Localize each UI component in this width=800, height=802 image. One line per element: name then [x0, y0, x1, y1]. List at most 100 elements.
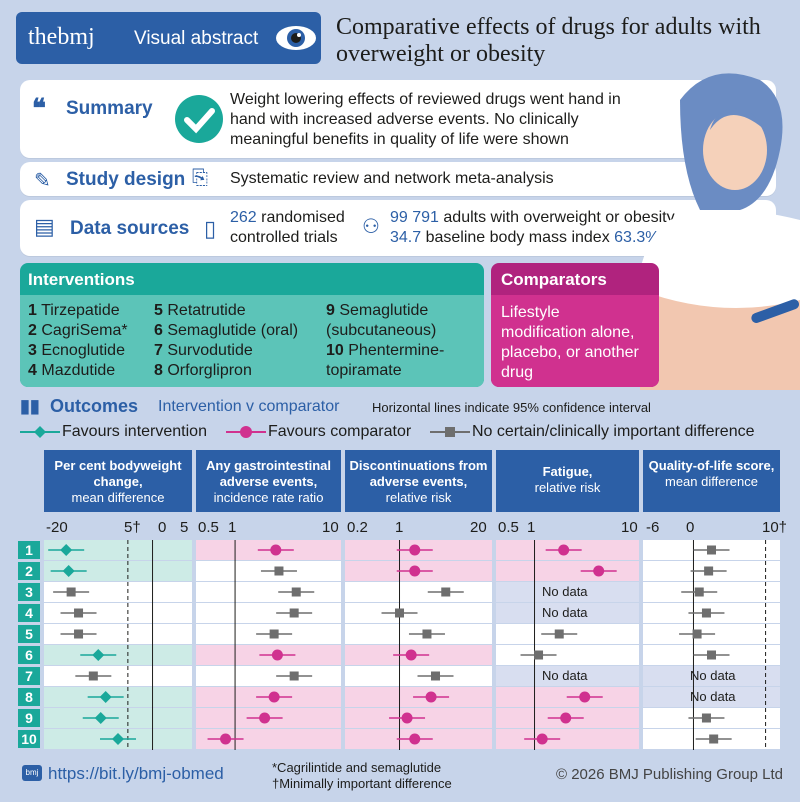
intervention-5: 5 Retatrutide: [154, 302, 246, 319]
cell-bg: [345, 603, 492, 623]
check-icon: [175, 95, 223, 143]
trials-number: 262: [230, 209, 257, 226]
bar-chart-icon: ▮▮: [20, 396, 40, 416]
estimate-marker: [536, 733, 548, 745]
tick-label: 0: [686, 519, 695, 536]
cell-bg: [496, 561, 639, 581]
row-label-6: 6: [18, 646, 40, 664]
estimate-marker: [694, 587, 704, 597]
estimate-marker: [704, 566, 714, 576]
outcomes-label: Outcomes: [50, 396, 139, 416]
col-header-gi: Any gastrointestinal adverse events, inci…: [196, 450, 341, 512]
estimate-marker: [558, 544, 570, 556]
estimate-marker: [422, 629, 432, 639]
estimate-marker: [409, 733, 421, 745]
col-header-weight: Per cent bodyweight change, mean differen…: [44, 450, 192, 512]
eye-icon: [276, 26, 316, 50]
estimate-marker: [425, 691, 437, 703]
tick-label: -20: [46, 519, 68, 536]
cell-bg: [345, 582, 492, 602]
estimate-marker: [431, 671, 441, 681]
estimate-marker: [274, 566, 284, 576]
page-title: Comparative effects of drugs for adults …: [336, 14, 761, 67]
row-label-4: 4: [18, 604, 40, 622]
female-number: 63.3%: [614, 229, 660, 246]
adults-label: adults with overweight or obesity: [443, 209, 675, 226]
design-card: ✎ Study design ⎘ Systematic review and n…: [20, 162, 776, 196]
documents-icon: ▤: [34, 214, 55, 239]
patient-illustration: [640, 73, 800, 390]
estimate-marker: [112, 733, 124, 745]
tick-label: 1: [527, 519, 536, 536]
cell-bg: [44, 540, 192, 560]
tick-label: 0: [158, 519, 167, 536]
tick-label: 0.5: [498, 519, 519, 536]
cell-bg: [496, 582, 639, 602]
tick-label: 0.5: [198, 519, 219, 536]
legend-none: No certain/clinically important differen…: [472, 423, 755, 440]
sources-label: Data sources: [70, 218, 190, 239]
tick-label: 20: [470, 519, 487, 536]
comparators-label: Comparators: [501, 270, 607, 289]
tick-label: 10: [621, 519, 638, 536]
design-text: Systematic review and network meta-analy…: [230, 170, 554, 187]
estimate-marker: [62, 565, 75, 577]
estimate-marker: [60, 544, 73, 556]
col-header-disc: Discontinuations from adverse events, rel…: [345, 450, 492, 512]
legend-none-icon: [430, 427, 470, 437]
no-data-label: No data: [542, 668, 588, 683]
comparators-text: Lifestyle modification alone, placebo, o…: [491, 295, 659, 387]
tick-label: 10†: [762, 519, 788, 536]
cell-bg: [496, 666, 639, 686]
estimate-marker: [88, 671, 98, 681]
estimate-marker: [579, 691, 591, 703]
bmi-number: 34.7: [390, 229, 422, 246]
footer-url[interactable]: https://bit.ly/bmj-obmed: [48, 764, 224, 783]
estimate-marker: [554, 629, 564, 639]
outcomes-subtitle: Intervention v comparator: [158, 398, 340, 415]
comparators-panel: Comparators Lifestyle modification alone…: [491, 263, 659, 387]
tick-label: 1: [228, 519, 237, 536]
cell-bg: [44, 603, 192, 623]
summary-text: Weight lowering effects of reviewed drug…: [230, 91, 621, 148]
intervention-4: 4 Mazdutide: [28, 362, 116, 379]
estimate-marker: [259, 712, 271, 724]
footnote-1: *Cagrilintide and semaglutide: [272, 760, 442, 775]
legend-intervention: Favours intervention: [62, 423, 207, 440]
estimate-marker: [441, 587, 451, 597]
estimate-marker: [593, 565, 605, 577]
tick-label: 10: [322, 519, 339, 536]
tick-label: 0.2: [347, 519, 368, 536]
estimate-marker: [99, 691, 112, 703]
cell-bg: [643, 687, 780, 707]
search-docs-icon: ⎘: [192, 167, 208, 189]
estimate-marker: [409, 565, 421, 577]
estimate-marker: [74, 608, 84, 618]
estimate-marker: [94, 712, 107, 724]
intervention-8: 8 Orforglipron: [154, 362, 252, 379]
cell-bg: [44, 582, 192, 602]
quote-icon: ❝: [32, 94, 46, 123]
tick-label: -6: [646, 519, 660, 536]
estimate-marker: [92, 649, 105, 661]
intervention-7: 7 Survodutide: [154, 342, 253, 359]
estimate-marker: [269, 629, 279, 639]
row-label-3: 3: [18, 583, 40, 601]
cell-bg: [196, 603, 341, 623]
brand-logo: thebmj: [28, 24, 95, 50]
copyright: © 2026 BMJ Publishing Group Ltd: [556, 766, 784, 783]
people-icon: ⚇: [362, 216, 380, 238]
cell-bg: [196, 582, 341, 602]
estimate-marker: [74, 629, 84, 639]
cell-bg: [44, 624, 192, 644]
cell-bg: [496, 603, 639, 623]
cell-bg: [44, 561, 192, 581]
cell-bg: [196, 666, 341, 686]
tick-label: 5†: [124, 519, 141, 536]
estimate-marker: [395, 608, 405, 618]
estimate-marker: [707, 650, 716, 660]
estimate-marker: [560, 712, 572, 724]
intervention-2: 2 CagriSema*: [28, 322, 128, 339]
legend-comparator-icon: [226, 426, 266, 438]
cell-bg: [44, 666, 192, 686]
